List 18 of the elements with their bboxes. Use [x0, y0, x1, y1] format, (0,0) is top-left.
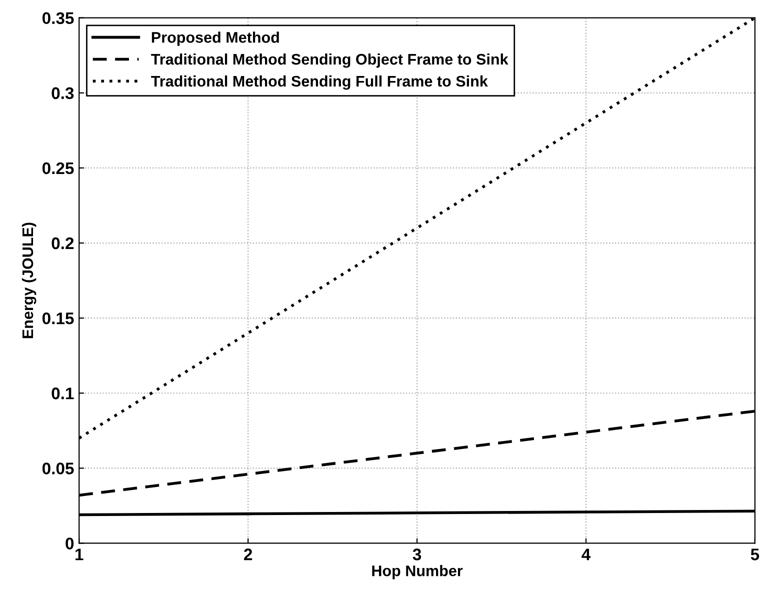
- legend-label: Proposed Method: [152, 32, 279, 46]
- x-axis-title: Hop Number: [372, 565, 463, 580]
- y-tick-label: 0.15: [42, 312, 74, 324]
- y-tick-label: 0.1: [52, 388, 74, 400]
- y-tick-label: 0.2: [52, 237, 74, 250]
- y-tick-label: 0.3: [52, 87, 74, 100]
- legend-label: Traditional Method Sending Object Frame to Sink: [151, 53, 508, 68]
- x-tick-label: 1: [76, 548, 84, 560]
- legend-label: Traditional Method Sending Full Frame to Sink: [151, 75, 488, 90]
- x-tick-label: 4: [582, 548, 591, 560]
- y-tick-label: 0.35: [42, 12, 74, 24]
- x-tick-label: 3: [412, 548, 422, 560]
- y-tick-label: 0.05: [42, 462, 74, 474]
- y-tick-label: 0.25: [42, 162, 74, 174]
- x-tick-label: 5: [750, 548, 760, 560]
- x-tick-label: 2: [244, 548, 252, 560]
- y-tick-label: 0: [66, 538, 74, 550]
- y-axis-title: Energy (JOULE): [22, 222, 36, 338]
